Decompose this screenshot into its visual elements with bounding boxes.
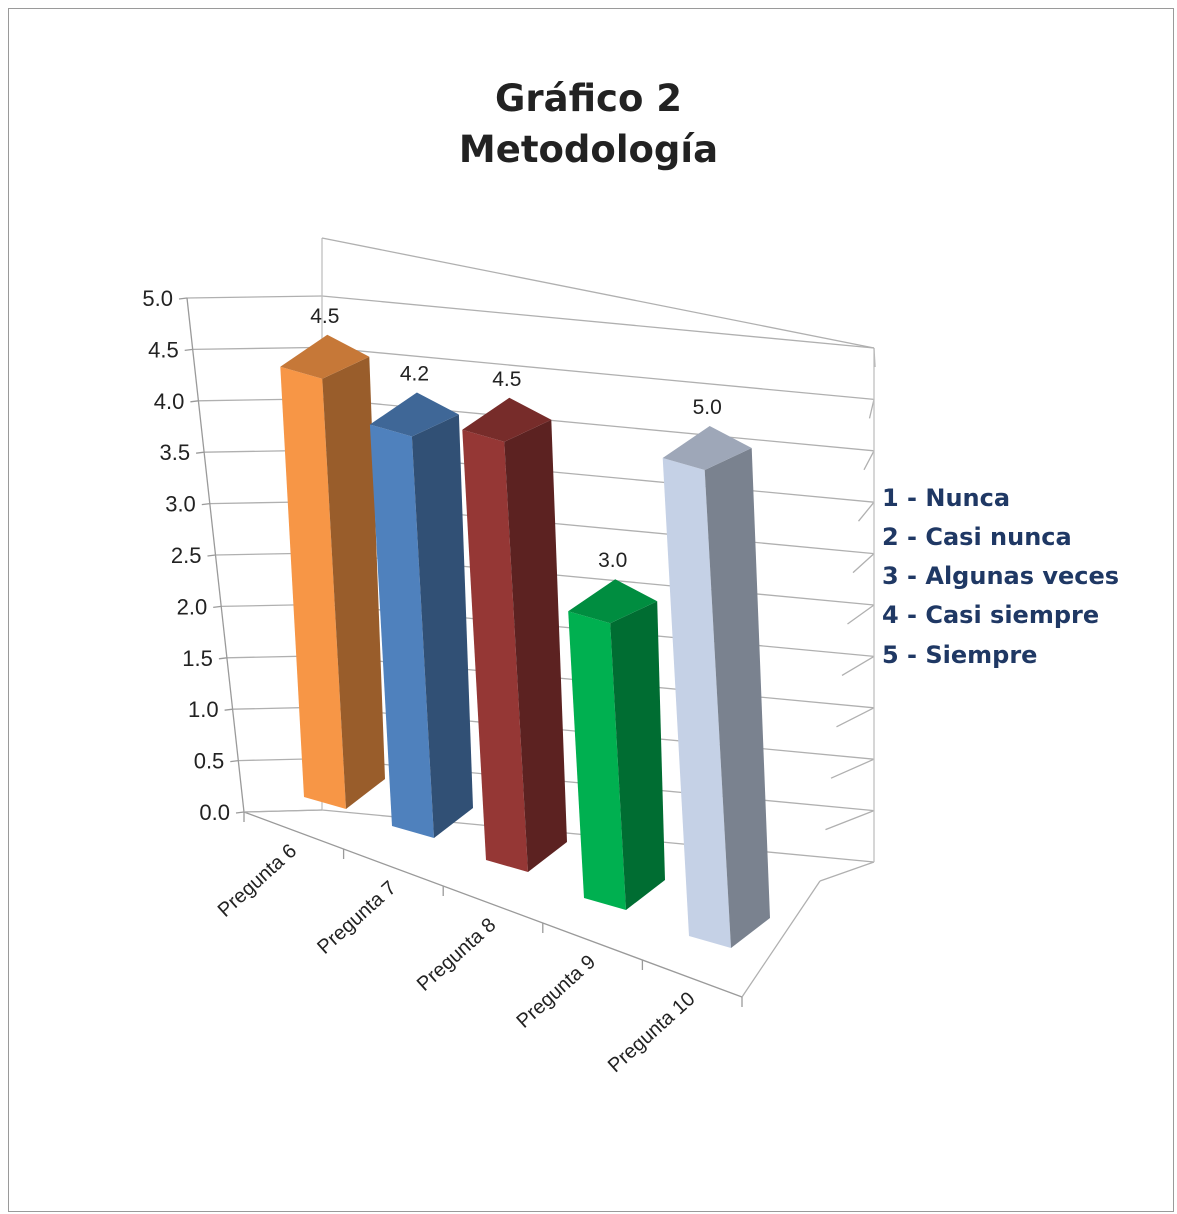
gridline-right-wall xyxy=(868,399,875,419)
y-tick xyxy=(218,657,227,660)
legend-item-1: 1 - Nunca xyxy=(882,484,1011,512)
legend-item-2: 2 - Casi nunca xyxy=(882,523,1072,551)
category-label: Pregunta 8 xyxy=(413,914,500,996)
y-tick-label: 1.5 xyxy=(182,646,213,671)
bar-pregunta-9-top xyxy=(568,579,658,624)
y-tick xyxy=(224,708,233,711)
back-top-edge xyxy=(321,237,875,349)
y-tick-label: 3.5 xyxy=(160,440,191,465)
data-label: 4.5 xyxy=(310,305,339,328)
bar-pregunta-9-front xyxy=(568,611,626,910)
bar-pregunta-8-front xyxy=(462,429,528,872)
y-tick xyxy=(235,811,245,814)
y-axis-line xyxy=(186,297,245,813)
gridline-right-wall xyxy=(852,553,875,574)
category-label: Pregunta 9 xyxy=(513,951,600,1033)
category-label: Pregunta 7 xyxy=(313,877,400,959)
y-tick-label: 5.0 xyxy=(142,286,173,311)
gridline-back-wall xyxy=(321,295,875,349)
chart-title: Gráfico 2 xyxy=(495,77,682,120)
chart-subtitle: Metodología xyxy=(458,128,719,171)
gridline-right-wall xyxy=(836,707,875,728)
y-tick-label: 2.0 xyxy=(177,594,208,619)
legend-item-5: 5 - Siempre xyxy=(882,641,1038,669)
data-label: 4.2 xyxy=(400,362,429,385)
y-tick xyxy=(190,400,199,403)
bar-pregunta-8-side xyxy=(504,419,567,872)
y-tick xyxy=(196,451,205,454)
y-tick xyxy=(178,297,188,300)
bar-pregunta-7-side xyxy=(411,414,473,838)
data-label: 3.0 xyxy=(598,549,627,572)
data-label: 4.5 xyxy=(492,368,521,391)
y-tick xyxy=(213,605,222,609)
floor-left-edge xyxy=(243,809,323,813)
gridline-back-wall xyxy=(321,346,875,401)
gridline-right-wall xyxy=(863,450,875,471)
gridline-right-wall xyxy=(841,655,875,676)
gridline-right-wall xyxy=(847,604,875,625)
y-tick-label: 4.5 xyxy=(148,337,179,362)
y-tick-label: 1.0 xyxy=(188,697,219,722)
legend-item-3: 3 - Algunas veces xyxy=(882,562,1120,590)
bar-pregunta-6-side xyxy=(322,356,385,809)
category-label: Pregunta 6 xyxy=(214,840,301,922)
bar-pregunta-6-top xyxy=(280,334,370,379)
y-tick xyxy=(184,348,193,352)
bar-pregunta-8-top xyxy=(462,397,552,442)
bar-pregunta-10-front xyxy=(662,458,731,948)
gridline-right-wall xyxy=(825,809,875,831)
y-tick-label: 3.0 xyxy=(165,492,196,517)
bar-pregunta-7-top xyxy=(369,392,459,437)
bar-pregunta-9-side xyxy=(610,601,665,910)
data-label: 5.0 xyxy=(693,396,722,419)
bar-pregunta-6-front xyxy=(280,366,346,809)
y-tick-label: 0.5 xyxy=(194,749,225,774)
bar-pregunta-10-top xyxy=(662,426,752,470)
y-tick-label: 0.0 xyxy=(199,800,230,825)
floor-right-edge xyxy=(741,880,821,998)
gridline-left-wall xyxy=(186,295,323,299)
y-tick xyxy=(201,502,210,506)
bar-pregunta-10-side xyxy=(704,448,770,948)
category-label: Pregunta 10 xyxy=(604,988,700,1077)
y-tick-label: 2.5 xyxy=(171,543,202,568)
y-tick xyxy=(207,554,216,557)
gridline-right-wall xyxy=(857,501,875,522)
x-axis-line xyxy=(243,811,743,998)
legend-item-4: 4 - Casi siempre xyxy=(882,601,1100,629)
gridline-right-wall xyxy=(819,861,875,882)
gridline-right-wall xyxy=(830,758,875,779)
y-tick xyxy=(230,759,239,763)
bar-pregunta-7-front xyxy=(369,424,434,838)
y-tick-label: 4.0 xyxy=(154,389,185,414)
gridline-left-wall xyxy=(192,346,323,351)
